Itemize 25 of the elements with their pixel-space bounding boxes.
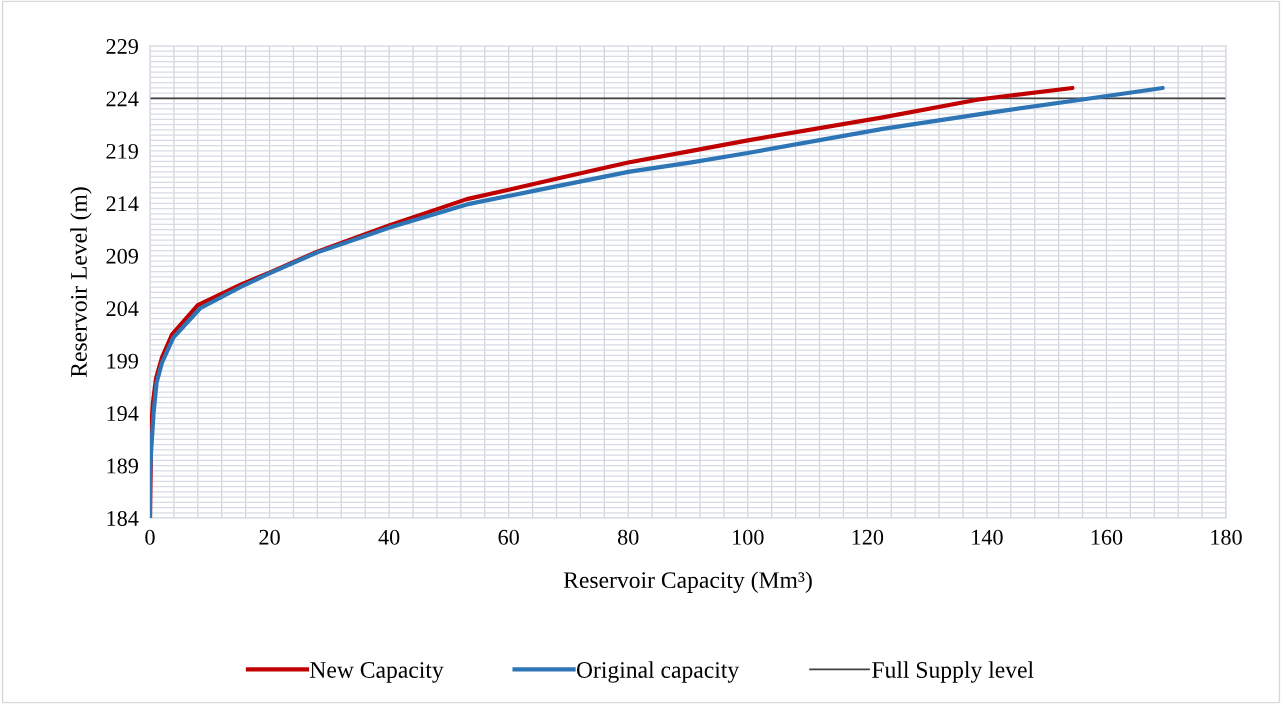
y-tick-label: 224 [106, 91, 139, 107]
x-tick-label: 160 [1091, 529, 1123, 545]
y-tick-label: 189 [107, 458, 138, 474]
y-tick-label: 219 [106, 143, 138, 159]
x-tick-label: 60 [498, 529, 519, 545]
x-axis-title: Reservoir Capacity (Mm³) [563, 571, 812, 593]
legend-label: Original capacity [576, 661, 740, 683]
x-tick-label: 180 [1211, 529, 1242, 545]
legend-label: New Capacity [310, 662, 444, 683]
y-tick-label: 194 [107, 406, 139, 422]
x-tick-label: 100 [733, 529, 764, 545]
y-tick-label: 184 [107, 510, 139, 526]
y-tick-label: 199 [107, 353, 138, 369]
x-tick-label: 140 [972, 529, 1003, 545]
y-tick-label: 214 [106, 196, 139, 212]
x-tick-label: 0 [145, 529, 155, 545]
y-tick-label: 209 [106, 248, 138, 264]
x-tick-label: 20 [259, 529, 280, 545]
y-axis-title: Reservoir Level (m) [70, 187, 92, 378]
x-tick-label: 40 [378, 529, 400, 545]
x-tick-label: 80 [617, 529, 639, 545]
legend-label: Full Supply level [872, 661, 1034, 683]
y-tick-label: 204 [106, 301, 139, 317]
x-tick-label: 120 [852, 529, 884, 545]
y-tick-label: 229 [106, 38, 138, 54]
